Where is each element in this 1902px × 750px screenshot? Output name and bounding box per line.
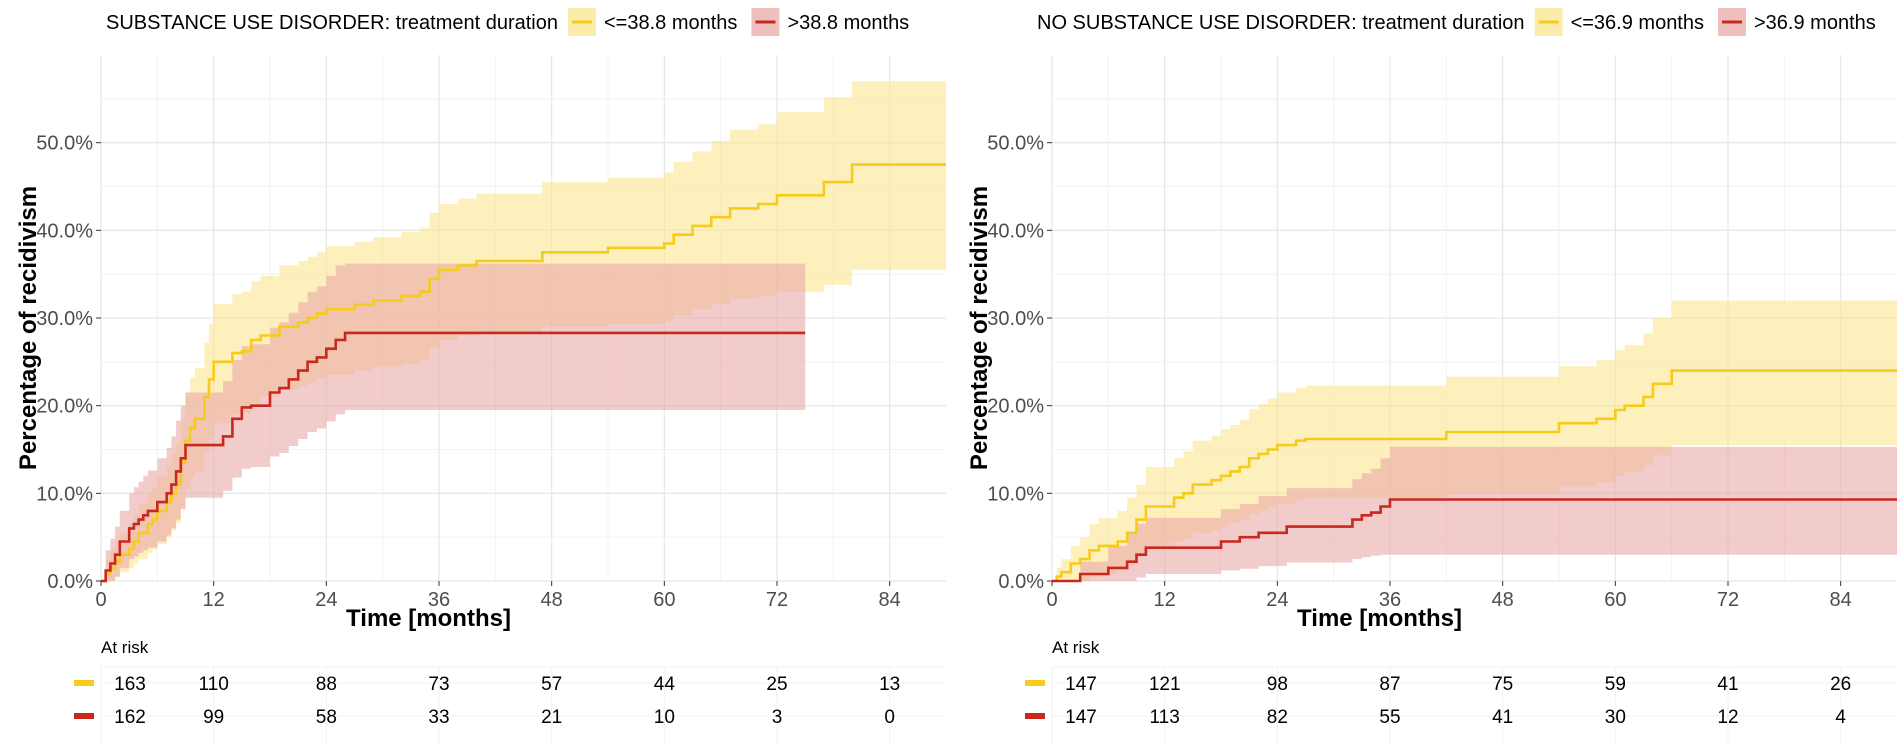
y-tick-label: 40.0%: [987, 220, 1044, 242]
panel-substance-use-disorder: 0.0% 10.0% 20.0% 30.0% 40.0% 50.0% 0 12 24 36 48 60…: [15, 8, 946, 745]
risk-count: 21: [541, 707, 562, 728]
risk-count: 0: [884, 707, 895, 728]
x-tick-label: 48: [541, 589, 563, 611]
risk-table: At risk 163 110 88 73 57 44 25 13 162 99 58 33 21 10 3 0: [74, 638, 946, 745]
legend-label: <=38.8 months: [604, 12, 737, 34]
x-tick-label: 84: [879, 589, 901, 611]
y-axis-title: Percentage of recidivism: [15, 186, 42, 470]
risk-count: 13: [879, 674, 900, 695]
legend-title: SUBSTANCE USE DISORDER: treatment durati…: [106, 12, 558, 34]
risk-count: 41: [1492, 707, 1513, 728]
risk-count: 3: [772, 707, 783, 728]
risk-count: 82: [1267, 707, 1288, 728]
risk-count: 162: [114, 707, 146, 728]
risk-count: 57: [541, 674, 562, 695]
risk-count: 25: [766, 674, 787, 695]
y-tick-label: 20.0%: [36, 396, 93, 418]
risk-count: 12: [1717, 707, 1738, 728]
risk-count: 73: [428, 674, 449, 695]
y-tick-label: 0.0%: [47, 571, 93, 593]
step-line-long-duration: [101, 331, 806, 583]
x-tick-label: 72: [766, 589, 788, 611]
legend-title: NO SUBSTANCE USE DISORDER: treatment dur…: [1037, 12, 1525, 34]
confidence-band-long-duration: [1052, 446, 1897, 581]
risk-count: 75: [1492, 674, 1513, 695]
risk-count: 4: [1835, 707, 1846, 728]
x-tick-label: 24: [315, 589, 337, 611]
risk-count: 30: [1605, 707, 1626, 728]
risk-row-key: [74, 680, 94, 686]
legend-label: >38.8 months: [787, 12, 909, 34]
step-line-short-duration: [1052, 369, 1897, 583]
y-axis-title: Percentage of recidivism: [966, 186, 993, 470]
y-tick-label: 30.0%: [36, 308, 93, 330]
risk-table: At risk 147 121 98 87 75 59 41 26 147 113 82 55 41 30 1…: [1025, 638, 1897, 745]
step-line-short-duration: [101, 163, 946, 583]
y-tick-label: 50.0%: [987, 133, 1044, 155]
legend-key-short-duration: [568, 8, 596, 36]
y-tick-label: 20.0%: [987, 396, 1044, 418]
legend-label: <=36.9 months: [1571, 12, 1704, 34]
risk-count: 110: [199, 674, 229, 695]
y-tick-label: 30.0%: [987, 308, 1044, 330]
risk-count: 26: [1830, 674, 1851, 695]
y-tick-label: 50.0%: [36, 133, 93, 155]
x-tick-label: 12: [1154, 589, 1176, 611]
risk-count: 44: [654, 674, 676, 695]
y-tick-label: 10.0%: [987, 483, 1044, 505]
risk-count: 99: [203, 707, 224, 728]
x-tick-label: 48: [1492, 589, 1514, 611]
x-tick-label: 36: [1379, 589, 1401, 611]
risk-row-key: [1025, 680, 1045, 686]
x-tick-label: 72: [1717, 589, 1739, 611]
risk-count: 147: [1065, 707, 1097, 728]
x-tick-label: 0: [1046, 589, 1057, 611]
x-tick-label: 60: [1604, 589, 1626, 611]
panel-no-substance-use-disorder: 0.0% 10.0% 20.0% 30.0% 40.0% 50.0% 0 12 24 36 48 60…: [966, 8, 1897, 745]
risk-count: 163: [114, 674, 146, 695]
risk-count: 33: [428, 707, 449, 728]
legend-label: >36.9 months: [1754, 12, 1876, 34]
legend-key-long-duration: [1718, 8, 1746, 36]
legend-key-long-duration: [751, 8, 780, 36]
risk-row-key: [1025, 713, 1045, 719]
legend-key-short-duration: [1534, 8, 1563, 36]
y-tick-label: 40.0%: [36, 220, 93, 242]
risk-count: 147: [1065, 674, 1097, 695]
y-tick-label: 0.0%: [998, 571, 1044, 593]
x-tick-label: 0: [95, 589, 106, 611]
risk-count: 98: [1267, 674, 1288, 695]
x-tick-label: 12: [203, 589, 225, 611]
risk-count: 87: [1379, 674, 1400, 695]
risk-count: 58: [316, 707, 337, 728]
x-tick-label: 60: [653, 589, 675, 611]
x-axis-title: Time [months]: [1297, 605, 1462, 632]
risk-count: 55: [1379, 707, 1400, 728]
step-line-long-duration: [1052, 498, 1897, 583]
risk-count: 113: [1150, 707, 1180, 728]
confidence-band-long-duration: [101, 263, 806, 581]
risk-count: 88: [316, 674, 337, 695]
risk-count: 59: [1605, 674, 1626, 695]
x-axis-title: Time [months]: [346, 605, 511, 632]
x-tick-label: 84: [1830, 589, 1852, 611]
x-tick-label: 36: [428, 589, 450, 611]
risk-row-key: [74, 713, 94, 719]
x-tick-label: 24: [1266, 589, 1288, 611]
risk-table-label: At risk: [1052, 638, 1100, 657]
risk-count: 41: [1717, 674, 1738, 695]
y-tick-label: 10.0%: [36, 483, 93, 505]
risk-table-label: At risk: [101, 638, 149, 657]
risk-count: 121: [1149, 674, 1181, 695]
risk-count: 10: [654, 707, 675, 728]
